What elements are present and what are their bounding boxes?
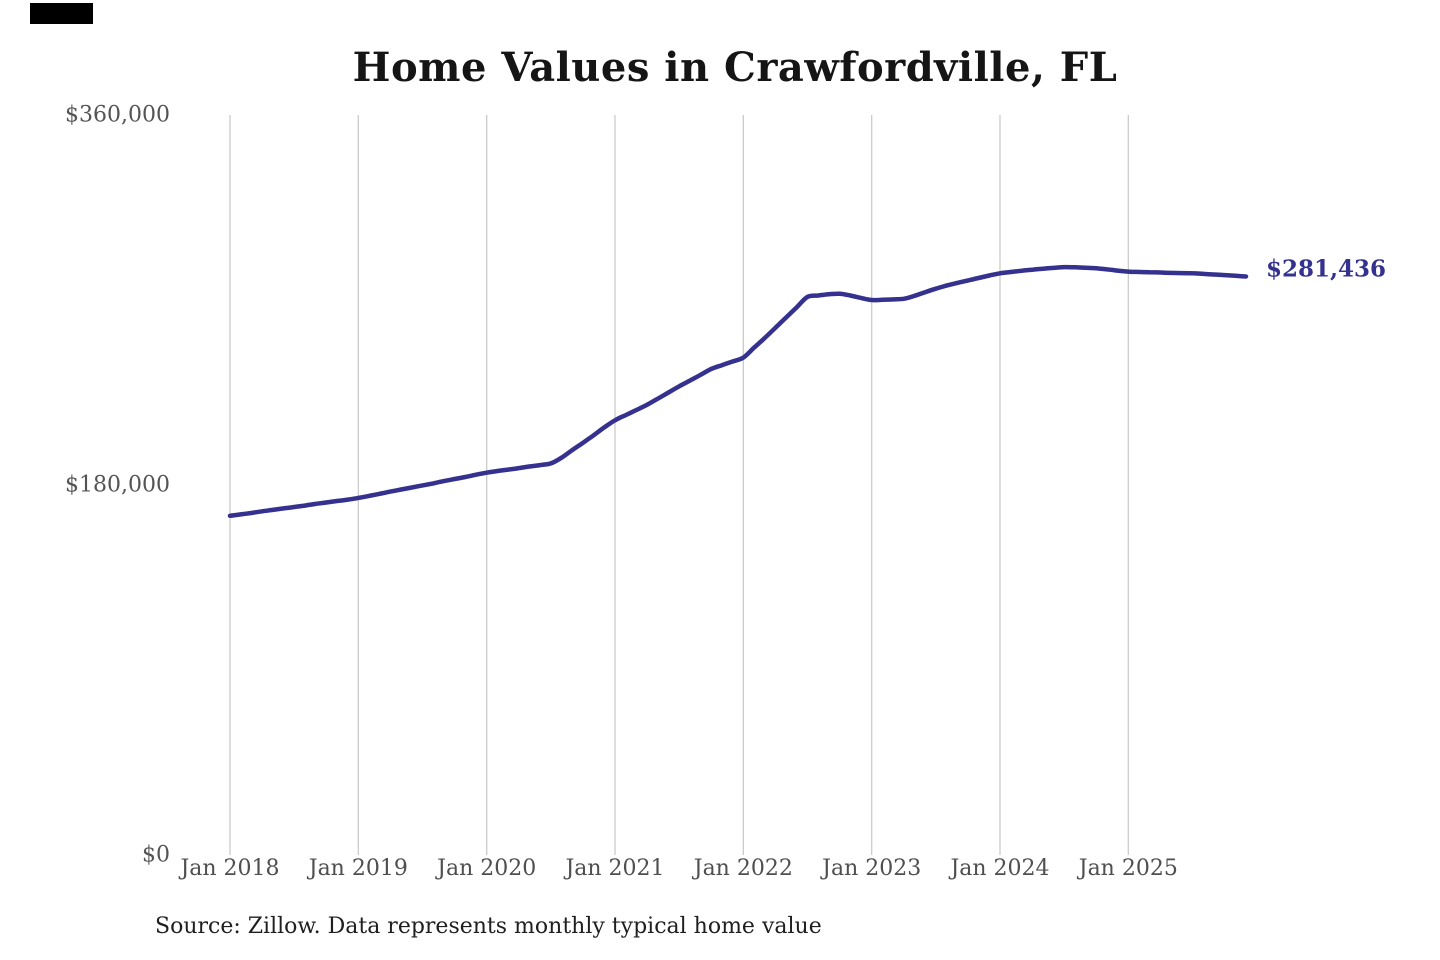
x-tick-label: Jan 2024 — [950, 856, 1050, 881]
x-tick-label: Jan 2019 — [308, 856, 408, 881]
end-value-label: $281,436 — [1266, 255, 1387, 282]
chart-title: Home Values in Crawfordville, FL — [352, 44, 1118, 91]
source-note: Source: Zillow. Data represents monthly … — [155, 914, 822, 939]
x-tick-label: Jan 2020 — [437, 856, 537, 881]
y-tick-label: $180,000 — [65, 472, 170, 498]
y-tick-label: $360,000 — [65, 102, 170, 128]
x-tick-label: Jan 2018 — [180, 856, 280, 881]
black-mark — [30, 3, 93, 24]
x-tick-label: Jan 2023 — [822, 856, 922, 881]
x-tick-label: Jan 2025 — [1078, 856, 1178, 881]
home-value-line — [227, 264, 1249, 519]
y-tick-label: $0 — [142, 842, 170, 868]
x-tick-label: Jan 2021 — [565, 856, 665, 881]
x-tick-label: Jan 2022 — [693, 856, 793, 881]
